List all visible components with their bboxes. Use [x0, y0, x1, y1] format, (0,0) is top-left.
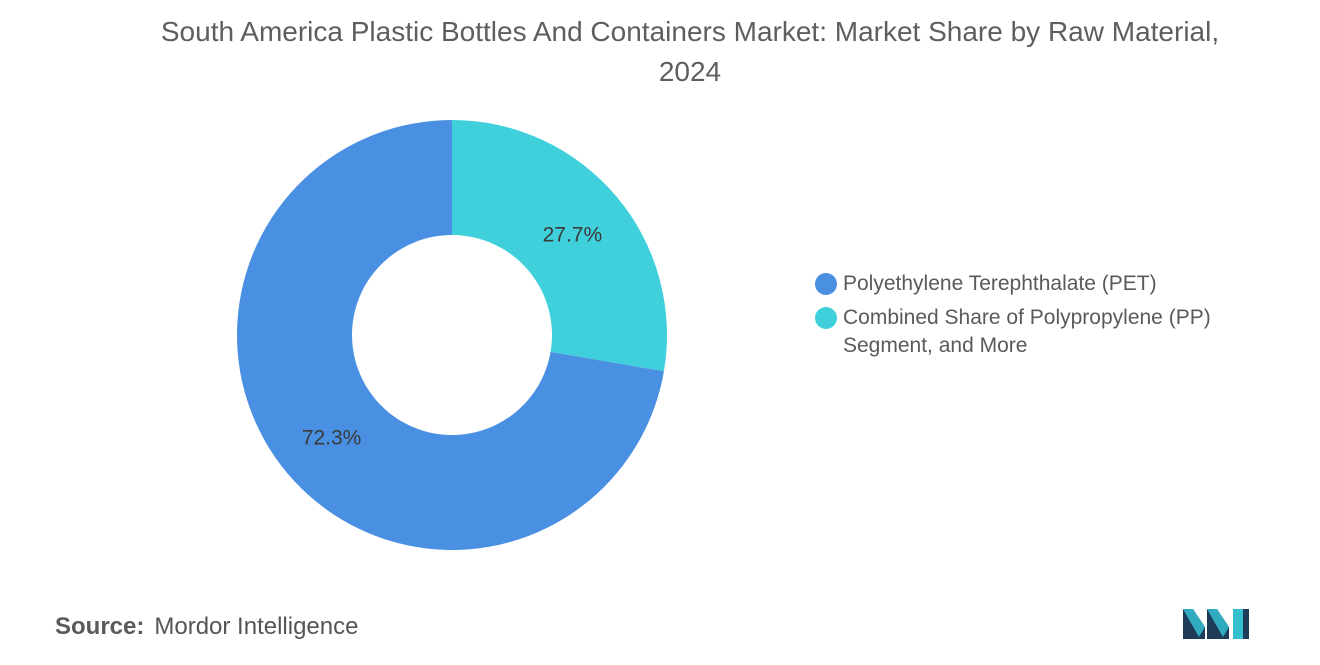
legend-label-pet: Polyethylene Terephthalate (PET) — [843, 272, 1157, 295]
legend-label-pp: Combined Share of Polypropylene (PP) Seg… — [843, 306, 1211, 357]
legend-item-pp[interactable]: Combined Share of Polypropylene (PP) Seg… — [815, 304, 1215, 360]
chart-legend: Polyethylene Terephthalate (PET) Combine… — [815, 270, 1215, 366]
chart-title: South America Plastic Bottles And Contai… — [160, 16, 1220, 87]
legend-swatch-pp — [815, 307, 837, 329]
source-text: Mordor Intelligence — [154, 613, 359, 640]
legend-swatch-pet — [815, 273, 837, 295]
mordor-intelligence-logo-icon — [1183, 609, 1249, 639]
source-note: Source: Mordor Intelligence — [55, 611, 358, 643]
donut-slice-pp[interactable] — [452, 120, 667, 372]
donut-label-pet: 72.3% — [302, 427, 362, 450]
legend-item-pet[interactable]: Polyethylene Terephthalate (PET) — [815, 270, 1215, 298]
source-label: Source: — [55, 613, 145, 640]
donut-slice-pet[interactable] — [236, 120, 664, 550]
donut-label-pp: 27.7% — [543, 223, 603, 246]
